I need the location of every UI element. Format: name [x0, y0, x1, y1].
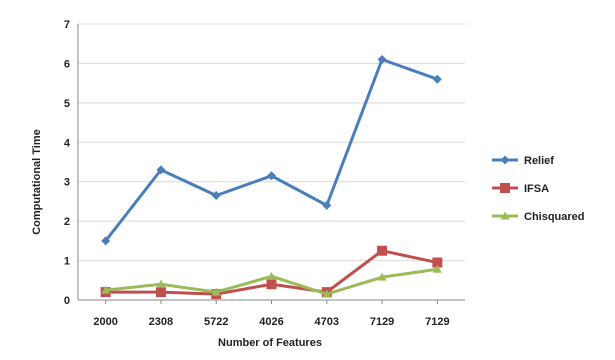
y-tick-label: 2 — [64, 216, 70, 228]
y-tick-label: 6 — [64, 58, 70, 70]
x-tick-label: 2000 — [93, 316, 117, 328]
x-axis-title: Number of Features — [218, 337, 322, 349]
x-tick-label: 2308 — [149, 316, 173, 328]
data-point-ifsa — [156, 287, 166, 297]
y-tick-label: 0 — [64, 295, 70, 307]
data-point-ifsa — [377, 246, 387, 256]
y-tick-label: 3 — [64, 177, 70, 189]
data-point-ifsa — [267, 279, 277, 289]
legend-label: Chisquared — [524, 211, 585, 223]
legend-label: IFSA — [524, 183, 549, 195]
x-tick-label: 7129 — [425, 316, 449, 328]
legend-label: Relief — [524, 155, 554, 167]
x-tick-label: 4703 — [315, 316, 339, 328]
y-tick-label: 5 — [64, 98, 70, 110]
y-tick-label: 7 — [64, 19, 70, 31]
x-tick-label: 7129 — [370, 316, 394, 328]
y-tick-label: 1 — [64, 256, 70, 268]
y-tick-label: 4 — [64, 137, 71, 149]
y-axis-title: Computational Time — [31, 129, 43, 235]
legend-swatch-marker — [500, 183, 510, 193]
x-tick-label: 4026 — [259, 316, 283, 328]
x-tick-label: 5722 — [204, 316, 228, 328]
